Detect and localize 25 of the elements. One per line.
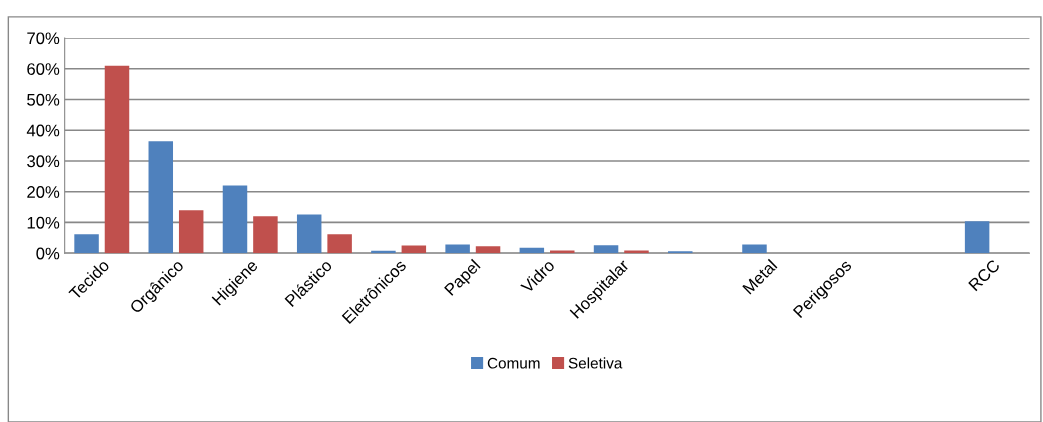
bar	[475, 246, 501, 254]
y-tick-label: 50%	[27, 93, 60, 106]
y-tick-label: 30%	[27, 155, 60, 168]
y-tick-label: 70%	[27, 32, 60, 45]
bar	[296, 214, 322, 254]
y-tick-label: 0%	[36, 247, 60, 260]
bar	[550, 250, 575, 254]
bar	[593, 245, 619, 254]
legend-label: Comum	[487, 357, 540, 369]
y-tick-label: 60%	[27, 63, 60, 75]
bar	[148, 141, 174, 254]
bar	[445, 244, 470, 254]
y-tick-label: 40%	[26, 124, 60, 137]
bar	[253, 216, 278, 254]
bar	[964, 221, 990, 254]
bar	[222, 185, 248, 254]
legend-label: Seletiva	[568, 357, 623, 369]
bar	[178, 210, 204, 254]
bar	[74, 234, 99, 254]
y-tick-label: 10%	[27, 216, 60, 229]
bar	[104, 65, 130, 254]
bar	[742, 244, 767, 254]
bar	[624, 250, 649, 254]
y-tick-label: 20%	[27, 186, 60, 198]
bar	[327, 234, 352, 254]
